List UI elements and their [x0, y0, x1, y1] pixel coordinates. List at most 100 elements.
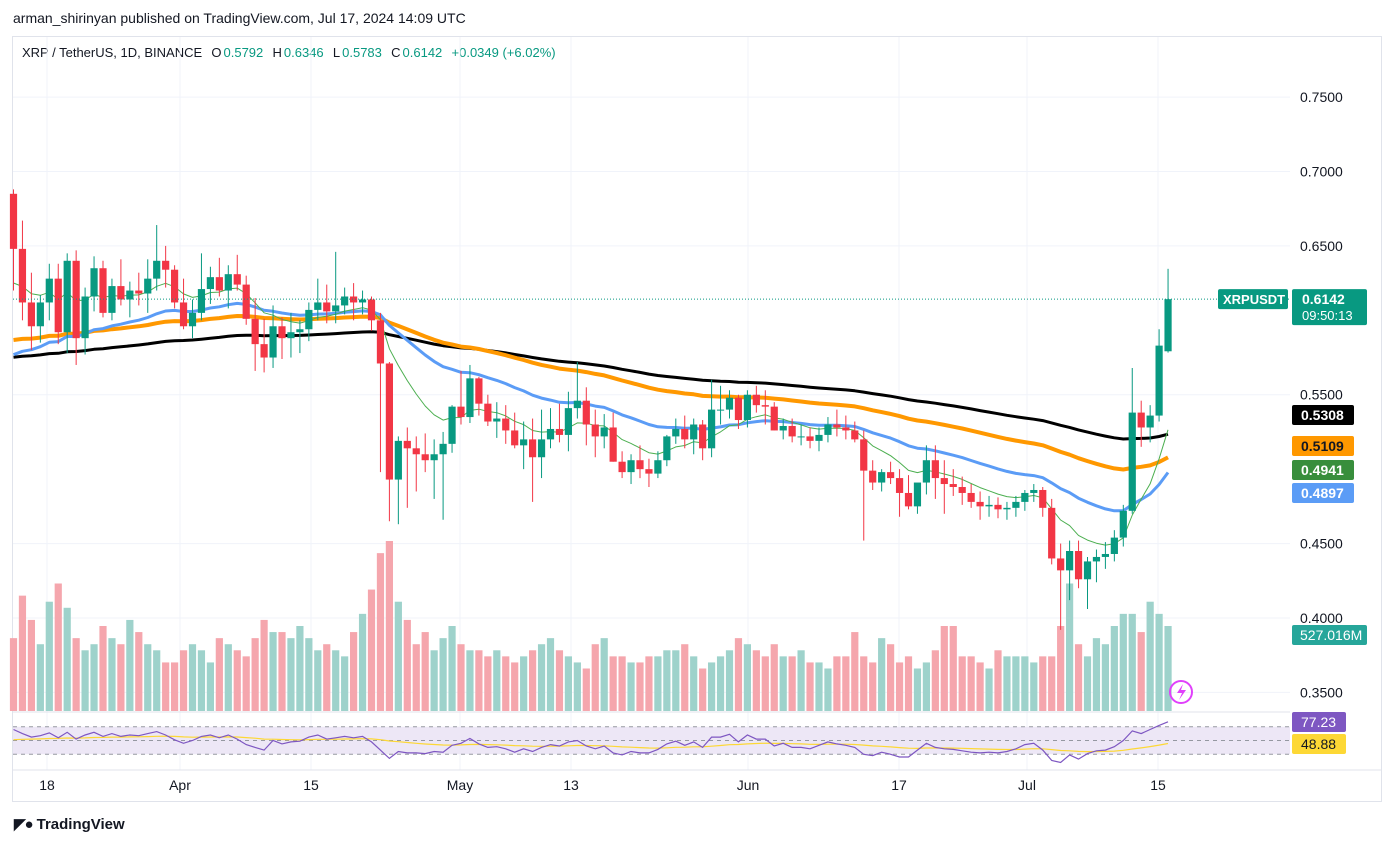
- volume-bar: [457, 644, 465, 711]
- candle-body: [958, 487, 966, 493]
- low-label: L: [332, 45, 341, 60]
- open-label: O: [211, 45, 222, 60]
- low-value: 0.5783: [342, 45, 382, 60]
- price-tick-label: 0.7500: [1300, 89, 1343, 105]
- candle-body: [708, 409, 716, 449]
- symbol-name[interactable]: XRP / TetherUS, 1D, BINANCE: [22, 45, 203, 60]
- candle-body: [967, 492, 975, 502]
- volume-bar: [1039, 656, 1047, 711]
- candle-body: [135, 290, 143, 294]
- volume-bar: [752, 650, 760, 711]
- candle-body: [162, 260, 170, 270]
- rsi-line: [13, 721, 1169, 764]
- price-tick-label: 0.3500: [1300, 684, 1343, 700]
- candle-body: [233, 274, 241, 285]
- volume-bar: [806, 662, 814, 711]
- volume-bar: [117, 644, 125, 711]
- volume-bar: [1066, 583, 1074, 711]
- candle-body: [618, 461, 626, 473]
- volume-bar: [627, 662, 635, 711]
- candle-body: [752, 394, 760, 406]
- volume-bar: [412, 644, 420, 711]
- ma-value-tag-box: [1292, 460, 1354, 480]
- candle-body: [922, 460, 930, 483]
- candle-body: [215, 277, 223, 291]
- candle-body: [117, 286, 125, 300]
- volume-bar: [976, 662, 984, 711]
- volume-bar: [922, 662, 930, 711]
- candle-body: [439, 443, 447, 455]
- volume-bar: [940, 626, 948, 711]
- countdown-tag: 09:50:13: [1302, 308, 1353, 323]
- volume-bar: [797, 650, 805, 711]
- volume-bar: [743, 644, 751, 711]
- price-tick-label: 0.5500: [1300, 387, 1343, 403]
- ma-blue-line: [12, 301, 1170, 513]
- volume-bar: [833, 656, 841, 711]
- volume-bar: [153, 650, 161, 711]
- tradingview-logo[interactable]: ◤● TradingView: [14, 815, 125, 834]
- volume-bar: [493, 650, 501, 711]
- candle-body: [788, 425, 796, 437]
- rsi-ma-value-tag: 48.88: [1301, 736, 1336, 752]
- moving-averages: [12, 282, 1170, 546]
- time-tick-label: Apr: [169, 777, 191, 793]
- volume-bar: [1074, 644, 1083, 711]
- close-value: 0.6142: [402, 45, 443, 60]
- volume-bar: [582, 668, 590, 711]
- candle-body: [672, 428, 680, 437]
- volume-bar: [72, 638, 80, 711]
- volume-bar: [869, 662, 877, 711]
- volume-bar: [591, 644, 599, 711]
- candle-body: [9, 193, 18, 249]
- candle-body: [636, 460, 644, 470]
- volume-bar: [251, 638, 259, 711]
- candle-body: [573, 400, 581, 409]
- candle-body: [645, 469, 653, 474]
- lightning-icon: [1169, 680, 1193, 704]
- candle-body: [350, 296, 358, 303]
- volume-bar: [188, 644, 197, 711]
- volume-bar: [27, 619, 35, 711]
- volume-bar: [537, 644, 546, 711]
- volume-bar: [761, 656, 769, 711]
- candle-body: [484, 403, 492, 422]
- ma-value-tag: 0.5308: [1301, 407, 1344, 423]
- candle-body: [367, 299, 376, 321]
- candle-body: [591, 424, 599, 437]
- candle-body: [502, 418, 510, 431]
- volume-bar: [985, 668, 993, 711]
- volume-bar: [904, 656, 913, 711]
- volume-bar: [1146, 601, 1154, 711]
- volume-bar: [1119, 613, 1127, 711]
- volume-bar: [1030, 662, 1038, 711]
- volume-bar: [690, 656, 698, 711]
- volume-bar: [1012, 656, 1020, 711]
- candle-body: [206, 277, 214, 290]
- volume-bar: [931, 650, 939, 711]
- volume-bar: [144, 644, 152, 711]
- volume-bar: [734, 638, 743, 711]
- volume-bar: [511, 662, 519, 711]
- candle-body: [761, 405, 769, 407]
- candle-body: [627, 460, 635, 473]
- volume-bar: [958, 656, 966, 711]
- volume-bar: [18, 595, 27, 711]
- volume-bar: [197, 650, 206, 711]
- volume-bar: [287, 638, 295, 711]
- candle-body: [412, 448, 420, 455]
- candles: [9, 189, 1172, 630]
- candle-body: [699, 424, 707, 449]
- volume-bar: [135, 632, 143, 711]
- time-tick-label: 17: [891, 777, 907, 793]
- volume-bar: [260, 619, 268, 711]
- volume-bar: [716, 656, 725, 711]
- candle-body: [224, 274, 232, 291]
- candle-body: [36, 302, 44, 327]
- candle-body: [153, 260, 161, 279]
- volume-bar: [278, 632, 286, 711]
- candle-body: [314, 302, 322, 310]
- volume-tag-box: [1292, 625, 1367, 645]
- candle-body: [332, 305, 340, 312]
